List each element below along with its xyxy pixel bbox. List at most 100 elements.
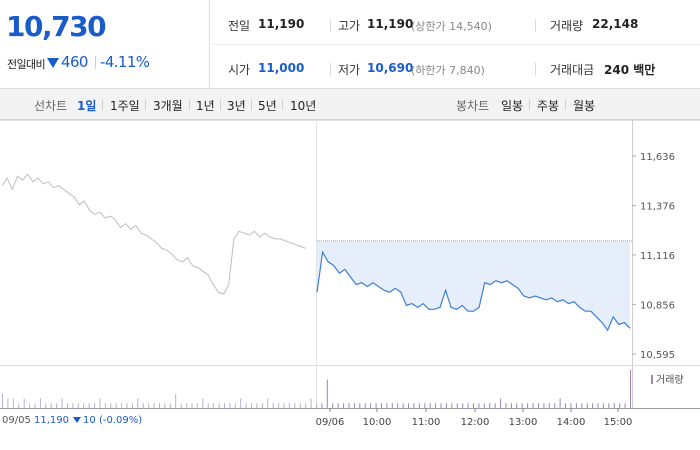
volume-bar [175,393,177,409]
volume-bar [473,403,474,409]
volume-bar [67,403,68,409]
low-value: 10,690 [367,61,414,75]
period-divider [282,99,283,110]
volume-bar [619,403,621,409]
volume-bar [148,403,150,409]
volume-bar [234,403,236,409]
candle-daily[interactable]: 일봉 [501,99,524,113]
y-tick-label: 11,116 [640,251,675,262]
volume-bar [2,393,3,409]
high-value: 11,190 [367,17,414,31]
stat-divider [330,63,331,76]
period-1w[interactable]: 1주일 [110,99,140,113]
volume-bar [538,403,539,409]
volume-bar [272,403,274,409]
volume-bar [353,403,355,409]
volume-bar [451,403,453,409]
volume-bar [245,403,247,409]
stats-row-divider [211,44,700,45]
period-5y[interactable]: 5년 [258,99,277,113]
volume-bar [624,403,626,409]
change-rate: -4.11% [100,53,150,71]
volume-bar [104,403,106,409]
volume-bar [142,403,144,409]
period-divider [220,99,221,110]
volume-bar [321,403,323,409]
period-10y[interactable]: 10년 [290,99,317,113]
period-selector-bar: 선차트 1일 1주일 3개월 1년 3년 5년 10년 봉차트 일봉 주봉 월봉 [0,89,700,120]
volume-bar [45,403,47,409]
volume-bar [164,403,166,409]
volume-bar [386,403,388,409]
volume-bar [61,398,63,408]
prev-close-value: 11,190 [258,17,305,31]
volume-bar [364,403,366,409]
x-tick-label: 13:00 [509,417,538,428]
volume-bar [548,403,550,409]
period-divider [102,99,103,110]
volume-bar [570,403,572,409]
volume-bar [251,403,252,409]
period-divider [251,99,252,110]
stat-divider [535,19,536,32]
volume-bar [359,403,361,409]
previous-day-line [1,173,307,295]
low-label: 저가 [338,63,361,77]
today-price-line [316,250,631,332]
y-tick-label: 10,856 [640,300,675,311]
y-tick-label: 10,595 [640,350,675,361]
volume-bar [613,403,615,409]
today-area-fill [317,240,630,331]
period-divider [529,99,530,110]
volume-bar [39,398,41,408]
period-3y[interactable]: 3년 [227,99,246,113]
change-divider [95,56,96,69]
volume-bar [592,403,594,409]
volume-bar [478,403,480,409]
volume-bar [489,403,491,409]
volume-bar [278,403,280,409]
volume-bar [630,370,631,408]
volume-bar [391,403,393,409]
candle-monthly[interactable]: 월봉 [573,99,596,113]
candle-weekly[interactable]: 주봉 [537,99,560,113]
period-1y[interactable]: 1년 [196,99,215,113]
prev-close-label: 전일 [228,19,251,33]
volume-bar [586,403,588,409]
volume-bar [299,403,301,409]
volume-bar [408,403,409,409]
period-divider [145,99,146,110]
volume-bar [348,403,350,409]
volume-bar [402,403,404,409]
period-3m[interactable]: 3개월 [153,99,183,113]
prev-day-change: 10 [83,415,96,426]
volume-bar [554,403,556,409]
volume-legend: 거래량 [651,371,684,386]
prev-day-info: 09/05 11,190 10 (-0.09%) [2,415,142,426]
prev-day-date: 09/05 [2,415,31,426]
volume-bar [500,398,502,408]
volume-bar [462,403,464,409]
volume-bar [445,403,447,409]
volume-bar [34,403,36,409]
prev-day-rate: (-0.09%) [98,415,143,426]
volume-bar [126,403,128,409]
volume-bar [575,403,577,409]
volume-bar [153,403,155,409]
volume-bar [435,403,437,409]
x-tick-label: 11:00 [412,417,441,428]
volume-bar [424,403,426,409]
x-tick-label: 12:00 [461,417,490,428]
candle-chart-label: 봉차트 [456,99,490,113]
volume-bar [12,398,14,408]
y-tick-label: 11,636 [640,152,675,163]
volume-bar [202,398,204,408]
volume-bar [283,403,285,409]
period-1d[interactable]: 1일 [77,99,97,113]
volume-bar [521,403,523,409]
volume-bar [131,403,133,409]
volume-bar [213,403,215,409]
x-tick-label: 15:00 [604,417,633,428]
open-label: 시가 [228,63,251,77]
volume-bar [316,403,317,409]
